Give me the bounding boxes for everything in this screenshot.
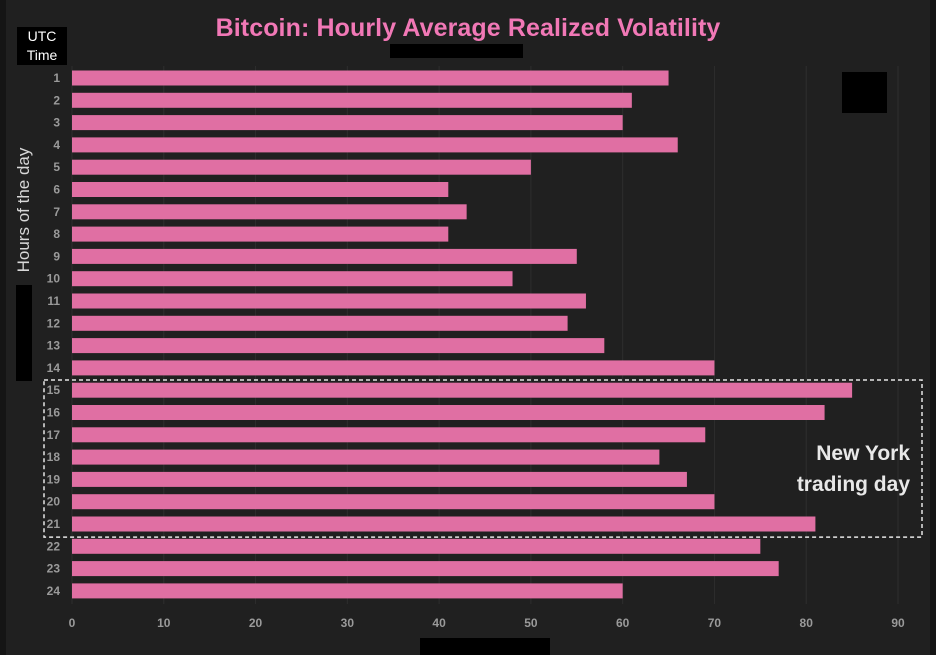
bar-hour-8	[72, 226, 449, 242]
bar-hour-16	[72, 405, 825, 420]
bar-hour-14	[72, 360, 715, 376]
y-tick-label-1: 1	[53, 71, 60, 85]
y-tick-label-11: 11	[47, 294, 60, 308]
y-tick-label-6: 6	[53, 183, 60, 197]
y-tick-label-23: 23	[47, 562, 61, 576]
y-tick-label-3: 3	[53, 116, 60, 130]
chart-title: Bitcoin: Hourly Average Realized Volatil…	[215, 14, 721, 42]
bar-hour-6	[72, 182, 449, 197]
y-tick-label-18: 18	[47, 450, 61, 464]
y-tick-label-17: 17	[47, 428, 61, 442]
y-tick-label-14: 14	[47, 361, 61, 375]
x-tick-label-50: 50	[524, 616, 538, 630]
bar-hour-22	[72, 538, 761, 554]
y-tick-label-8: 8	[53, 227, 60, 241]
bar-hour-11	[72, 293, 586, 309]
ylabel-redaction	[16, 285, 32, 381]
bar-hour-24	[72, 583, 623, 599]
y-tick-label-21: 21	[47, 517, 61, 531]
new-york-annotation: New York trading day	[796, 442, 910, 496]
bar-hour-12	[72, 315, 568, 331]
y-tick-label-4: 4	[53, 138, 60, 152]
new-york-highlight-box	[43, 379, 923, 538]
x-tick-label-60: 60	[616, 616, 630, 630]
y-tick-label-24: 24	[47, 584, 61, 598]
x-tick-label-20: 20	[249, 616, 263, 630]
y-tick-label-10: 10	[47, 272, 61, 286]
y-tick-label-22: 22	[47, 539, 61, 553]
y-tick-label-5: 5	[53, 160, 60, 174]
x-tick-label-10: 10	[157, 616, 171, 630]
redaction-box-top	[390, 44, 523, 58]
bar-hour-17	[72, 427, 706, 443]
bar-hour-23	[72, 561, 779, 577]
y-tick-label-15: 15	[47, 383, 61, 397]
bar-hour-20	[72, 494, 715, 510]
y-tick-label-12: 12	[47, 316, 61, 330]
bar-hour-19	[72, 471, 687, 487]
x-tick-label-70: 70	[708, 616, 722, 630]
bar-hour-9	[72, 248, 577, 264]
y-tick-label-2: 2	[53, 93, 60, 107]
x-tick-label-80: 80	[800, 616, 814, 630]
utc-time-text: UTC Time	[26, 28, 58, 63]
bar-hour-5	[72, 159, 531, 175]
y-tick-label-7: 7	[53, 205, 60, 219]
redaction-box-legend	[842, 72, 887, 113]
bar-hour-18	[72, 449, 660, 465]
bar-hour-1	[72, 70, 669, 86]
bar-hour-3	[72, 115, 623, 131]
bar-hour-13	[72, 338, 605, 354]
bar-hour-2	[72, 92, 632, 108]
bar-hour-7	[72, 204, 467, 220]
x-tick-label-90: 90	[891, 616, 905, 630]
redaction-box-bottom	[420, 638, 550, 655]
bar-hour-10	[72, 271, 513, 287]
y-tick-label-20: 20	[47, 495, 61, 509]
y-tick-label-16: 16	[47, 406, 61, 420]
y-tick-label-13: 13	[47, 339, 61, 353]
utc-time-label: UTC Time	[17, 27, 67, 65]
x-tick-label-30: 30	[341, 616, 355, 630]
bar-hour-15	[72, 382, 853, 398]
x-tick-label-40: 40	[432, 616, 446, 630]
bar-hour-4	[72, 137, 678, 153]
bar-hour-21	[72, 516, 816, 532]
y-tick-label-9: 9	[53, 249, 60, 263]
x-tick-label-0: 0	[69, 616, 76, 630]
y-tick-label-19: 19	[47, 472, 61, 486]
